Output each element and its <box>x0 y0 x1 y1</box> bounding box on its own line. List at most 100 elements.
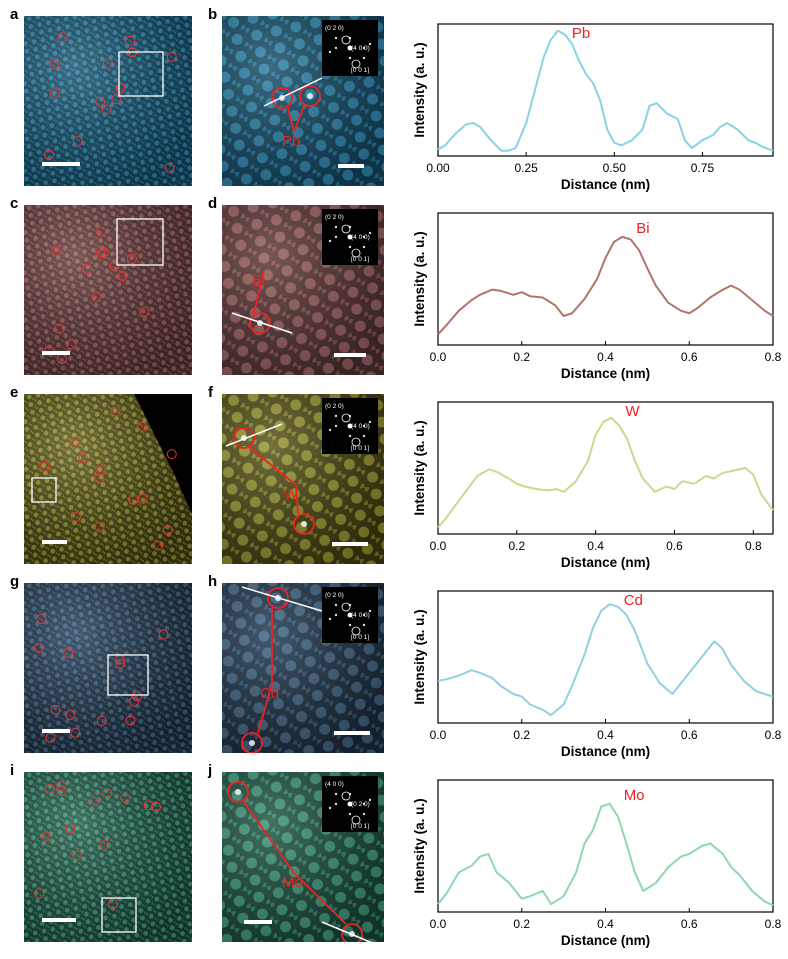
single-atom-marker <box>44 345 55 356</box>
fft-spot <box>368 420 372 424</box>
haadf-zoom-image: Mo (4 0 0) (0 2 0) [0 0 1] <box>222 772 384 942</box>
single-atom-marker <box>50 704 61 715</box>
peak-element-label: Pb <box>572 25 590 42</box>
fft-spot <box>362 245 366 249</box>
single-atom-marker <box>65 709 76 720</box>
fft-inset: (0 2 0) (4 0 0) [0 0 1] <box>322 209 378 265</box>
atom-circle <box>271 87 293 109</box>
fft-spot <box>362 235 366 239</box>
fft-label: (4 0 0) <box>351 234 370 241</box>
single-atom-marker <box>45 732 56 743</box>
x-tick-label: 0.2 <box>513 728 530 742</box>
zoom-region-box <box>101 897 137 933</box>
fft-spot <box>362 802 366 806</box>
peak-element-label: Cd <box>624 592 643 609</box>
fft-spot <box>368 798 372 802</box>
single-atom-marker <box>91 292 102 303</box>
arrow <box>253 270 265 314</box>
fft-spot <box>334 36 338 40</box>
fft-label: [0 0 1] <box>351 634 369 641</box>
single-atom-marker <box>102 58 113 69</box>
single-atom-marker <box>137 493 148 504</box>
single-atom-marker <box>158 629 169 640</box>
fft-center-spot <box>347 45 353 51</box>
fft-label: [0 0 1] <box>351 256 369 263</box>
fft-circle <box>341 602 351 612</box>
atom-circle <box>241 732 263 753</box>
single-atom-marker <box>166 449 177 460</box>
atom-label: Mo <box>282 874 303 891</box>
single-atom-marker <box>153 540 164 551</box>
fft-inset: (4 0 0) (0 2 0) [0 0 1] <box>322 776 378 832</box>
scale-bar <box>334 353 366 357</box>
single-atom-marker <box>43 149 54 160</box>
fft-spot <box>334 414 338 418</box>
single-atom-marker <box>110 406 121 417</box>
line-profile-chart: 0.0 0.2 0.4 0.6 0.8 Distance (nm) Intensity (a… <box>398 575 788 761</box>
single-atom-marker <box>137 421 148 432</box>
peak-element-label: W <box>625 403 640 420</box>
line-profile-chart: 0.00 0.25 0.50 0.75 Distance (nm) Intensity (… <box>398 8 788 194</box>
fft-spot <box>328 428 332 432</box>
fft-label: [0 0 1] <box>351 67 369 74</box>
haadf-zoom-image: Cd (0 2 0) (4 0 0) [0 0 1] <box>222 583 384 753</box>
single-atom-marker <box>129 696 140 707</box>
intensity-line <box>437 603 774 717</box>
x-tick-label: 0.8 <box>765 917 782 931</box>
x-tick-label: 0.4 <box>597 728 614 742</box>
atom-circle <box>293 513 315 535</box>
fft-spot <box>334 46 338 50</box>
fft-label: (4 0 0) <box>351 612 370 619</box>
line-profile-chart: 0.0 0.2 0.4 0.6 0.8 Distance (nm) Intensity (a… <box>398 764 788 950</box>
x-tick-label: 0.0 <box>430 728 447 742</box>
panel-letter: h <box>208 573 218 590</box>
atom-circle <box>267 587 289 609</box>
panel-letter: j <box>208 762 213 779</box>
panel-letter: c <box>10 195 19 212</box>
x-axis-label: Distance (nm) <box>561 933 650 948</box>
line-profile-path <box>241 586 323 612</box>
x-tick-label: 0.0 <box>430 917 447 931</box>
haadf-overview-image <box>24 772 192 942</box>
fft-spot <box>368 231 372 235</box>
bright-atom <box>301 521 307 527</box>
vacuum-region <box>134 394 192 514</box>
single-atom-marker <box>139 306 150 317</box>
scale-bar <box>42 351 70 355</box>
bright-atom <box>307 93 313 99</box>
y-axis-label: Intensity (a. u.) <box>412 231 427 326</box>
single-atom-marker <box>96 465 107 476</box>
single-atom-marker <box>143 800 154 811</box>
x-axis-label: Distance (nm) <box>561 177 650 192</box>
fft-spot <box>348 434 352 438</box>
panel-letter: f <box>208 384 213 401</box>
fft-circle <box>351 626 361 636</box>
scale-bar <box>338 164 364 168</box>
single-atom-marker <box>56 781 67 792</box>
single-atom-marker <box>131 691 142 702</box>
single-atom-marker <box>96 715 107 726</box>
line-profile-path <box>225 423 283 447</box>
single-atom-marker <box>125 35 136 46</box>
x-tick-label: 0.25 <box>514 161 538 175</box>
fft-spot <box>348 623 352 627</box>
atom-label: Bi <box>252 272 265 289</box>
fft-label: [0 0 1] <box>351 823 369 830</box>
arrow <box>293 105 305 133</box>
single-atom-marker <box>33 643 44 654</box>
single-atom-marker <box>151 801 162 812</box>
single-atom-marker <box>111 94 122 105</box>
single-atom-marker <box>125 715 136 726</box>
single-atom-marker <box>36 613 47 624</box>
single-atom-marker <box>109 260 120 271</box>
fft-spot <box>334 603 338 607</box>
x-tick-label: 0.00 <box>426 161 450 175</box>
atom-circle <box>341 923 363 942</box>
bright-atom <box>249 740 255 746</box>
fft-label: (0 2 0) <box>325 214 344 221</box>
fft-inset: (0 2 0) (4 0 0) [0 0 1] <box>322 587 378 643</box>
single-atom-marker <box>70 511 81 522</box>
x-tick-label: 0.2 <box>508 539 525 553</box>
y-axis-label: Intensity (a. u.) <box>412 609 427 704</box>
single-atom-marker <box>120 793 131 804</box>
